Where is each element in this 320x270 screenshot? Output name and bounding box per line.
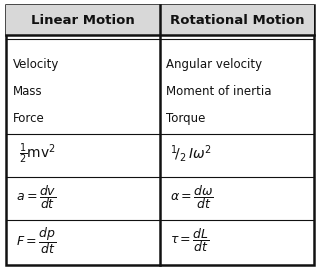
Text: $\frac{1}{2}\mathrm{mv}^2$: $\frac{1}{2}\mathrm{mv}^2$ [19,142,56,166]
Text: Torque: Torque [166,112,206,125]
Text: $F = \dfrac{dp}{dt}$: $F = \dfrac{dp}{dt}$ [16,225,56,256]
Text: Linear Motion: Linear Motion [31,14,135,27]
Bar [6,5,314,35]
Text: Force: Force [13,112,44,125]
Text: $a = \dfrac{dv}{dt}$: $a = \dfrac{dv}{dt}$ [16,183,57,211]
Text: $\tau = \dfrac{dL}{dt}$: $\tau = \dfrac{dL}{dt}$ [170,226,209,254]
Text: Moment of inertia: Moment of inertia [166,85,272,98]
Text: $^1\!/_2\, I\omega^2$: $^1\!/_2\, I\omega^2$ [170,143,211,164]
Text: $\alpha = \dfrac{d\omega}{dt}$: $\alpha = \dfrac{d\omega}{dt}$ [170,183,213,211]
Text: Rotational Motion: Rotational Motion [170,14,304,27]
Text: Velocity: Velocity [13,58,59,71]
Text: Mass: Mass [13,85,43,98]
Text: Angular velocity: Angular velocity [166,58,262,71]
